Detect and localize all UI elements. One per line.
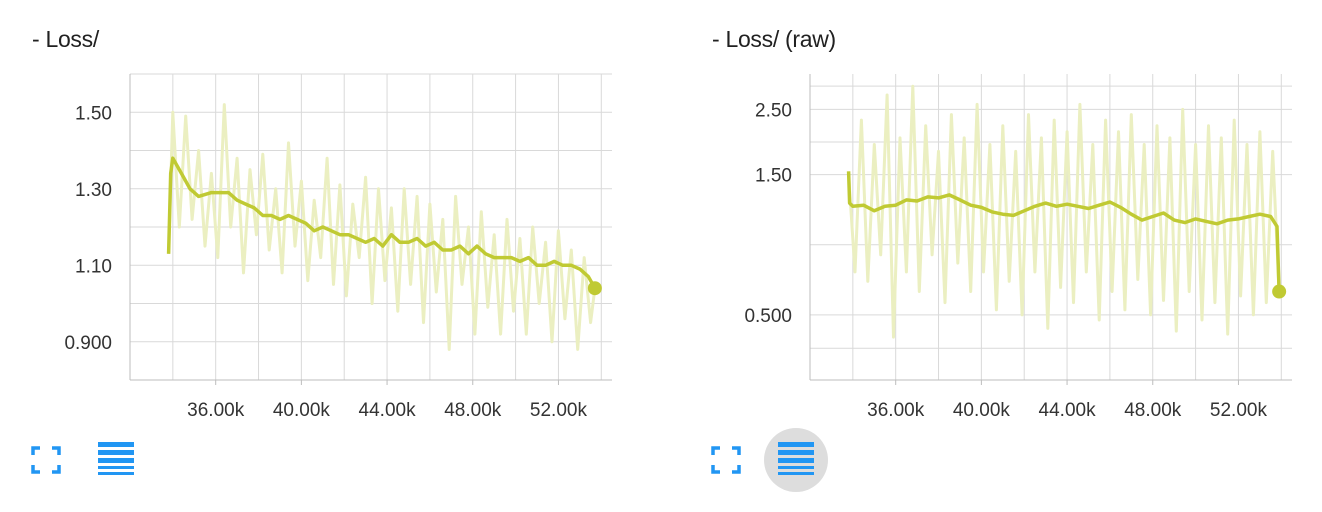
expand-button[interactable] — [14, 428, 78, 492]
smoothed-series-line — [846, 171, 1281, 292]
fullscreen-icon — [711, 446, 741, 474]
log-scale-toggle-button[interactable] — [764, 428, 828, 492]
x-tick-label: 44.00k — [359, 400, 417, 421]
y-tick-label: 1.50 — [755, 166, 792, 187]
x-tick-label: 48.00k — [444, 400, 502, 421]
y-tick-label: 0.500 — [744, 306, 792, 327]
x-tick-label: 36.00k — [867, 400, 925, 421]
smoothed-series-line — [166, 156, 597, 290]
list-icon — [98, 442, 134, 475]
x-tick-label: 52.00k — [530, 400, 588, 421]
y-tick-label: 0.900 — [64, 333, 112, 354]
chart-card-loss-raw: - Loss/ (raw) 36.00k 40.00k 44.00k 48.00k 52… — [680, 0, 1322, 512]
x-tick-label: 52.00k — [1210, 400, 1268, 421]
chart-card-loss: - Loss/ 36.00k 40.00k 44.00k 48.00k 52.00k 0.… — [0, 0, 661, 492]
line-chart-loss-raw[interactable]: 36.00k 40.00k 44.00k 48.00k 52.00k 0.500 1.50 2… — [680, 0, 1322, 430]
fullscreen-icon — [31, 446, 61, 474]
x-tick-label: 44.00k — [1039, 400, 1097, 421]
chart-title: - Loss/ — [32, 26, 99, 52]
line-chart-loss[interactable]: 36.00k 40.00k 44.00k 48.00k 52.00k 0.900 1.10 1… — [0, 0, 661, 430]
log-scale-toggle-button[interactable] — [84, 428, 148, 492]
x-tick-label: 40.00k — [273, 400, 331, 421]
y-tick-label: 1.10 — [75, 256, 112, 277]
x-tick-label: 40.00k — [953, 400, 1011, 421]
x-tick-label: 48.00k — [1124, 400, 1182, 421]
raw-series-line — [847, 84, 1281, 339]
last-value-point — [1272, 284, 1287, 299]
y-tick-label: 1.50 — [75, 103, 112, 124]
raw-series-line — [167, 103, 597, 351]
x-tick-label: 36.00k — [187, 400, 245, 421]
last-value-point — [587, 281, 602, 296]
y-tick-label: 1.30 — [75, 180, 112, 201]
expand-button[interactable] — [694, 428, 758, 492]
y-tick-label: 2.50 — [755, 100, 792, 121]
list-icon — [778, 442, 814, 475]
chart-title: - Loss/ (raw) — [712, 26, 836, 52]
